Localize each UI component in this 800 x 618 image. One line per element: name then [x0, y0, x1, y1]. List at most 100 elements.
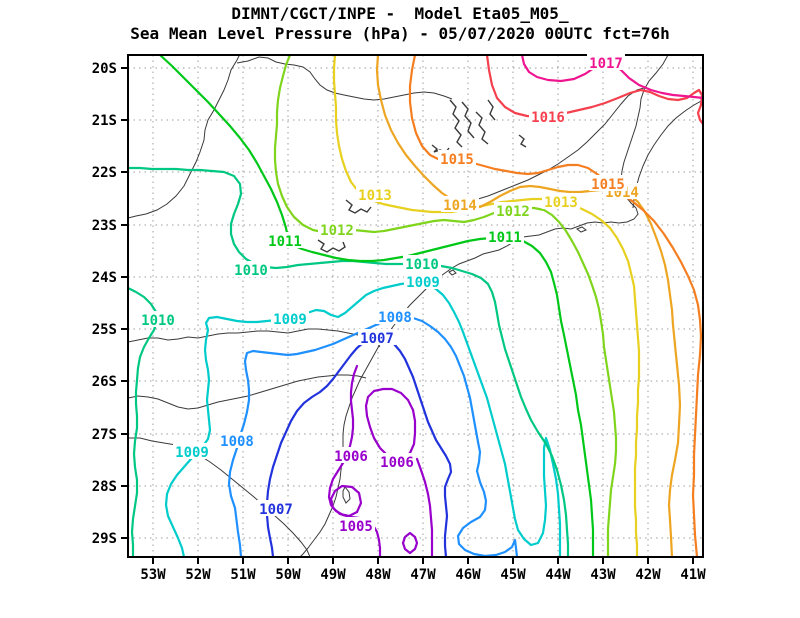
isobar-label-text-1006: 1006 [380, 455, 414, 471]
isobar-label-text-1011: 1011 [488, 230, 522, 246]
isobar-label-1010: 1010 [403, 255, 441, 273]
isobar-label-text-1007: 1007 [259, 502, 293, 518]
border-ms [128, 55, 241, 219]
isobar-label-1008: 1008 [218, 432, 256, 450]
y-axis-label-29S: 29S [92, 531, 117, 547]
chart-title-line2: Sea Mean Level Pressure (hPa) - 05/07/20… [130, 24, 670, 43]
isobar-label-text-1009: 1009 [175, 445, 209, 461]
y-axis-label-24S: 24S [92, 270, 117, 286]
isobar-label-text-1006: 1006 [334, 449, 368, 465]
chart-title-line1: DIMNT/CGCT/INPE - Model Eta05_M05_ [231, 4, 569, 23]
isobar-1016 [485, 55, 703, 126]
x-axis-label-48W: 48W [365, 567, 391, 583]
map-frame [127, 54, 704, 558]
isobar-label-1009: 1009 [271, 310, 309, 328]
isobar-label-1006: 1006 [378, 453, 416, 471]
isobar-label-text-1013: 1013 [358, 188, 392, 204]
isobar-labels: 1005 1006 1006 1007 1007 1008 1008 1009 1009 1009… [139, 54, 641, 535]
y-axis-label-22S: 22S [92, 165, 117, 181]
isobar-label-1009: 1009 [404, 273, 442, 291]
isobar-label-text-1014: 1014 [443, 198, 477, 214]
isobar-label-text-1009: 1009 [273, 312, 307, 328]
isobar-label-text-1015: 1015 [440, 152, 474, 168]
isobar-label-1016: 1016 [529, 108, 567, 126]
island [342, 486, 351, 504]
isobar-label-1010: 1010 [232, 261, 270, 279]
isobar-1012 [273, 55, 618, 557]
isobar-label-1015: 1015 [438, 150, 476, 168]
y-axis-label-27S: 27S [92, 427, 117, 443]
isobar-label-text-1009: 1009 [406, 275, 440, 291]
x-axis-label-46W: 46W [455, 567, 481, 583]
isobar-1010 [128, 166, 570, 557]
isobar-1005 [401, 531, 419, 555]
x-axis-label-43W: 43W [590, 567, 616, 583]
y-axis-label-28S: 28S [92, 479, 117, 495]
x-axis-label-53W: 53W [140, 567, 166, 583]
border-mg-north [236, 56, 453, 101]
isobar-1013 [332, 55, 641, 557]
x-axis-label-41W: 41W [680, 567, 706, 583]
lake [461, 101, 475, 139]
x-axis-label-47W: 47W [410, 567, 436, 583]
lake [449, 99, 463, 148]
isobar-label-1007: 1007 [257, 500, 295, 518]
isobar-label-1011: 1011 [266, 232, 304, 250]
isobar-label-text-1016: 1016 [531, 110, 565, 126]
isobar-label-text-1015: 1015 [591, 177, 625, 193]
isobar-label-text-1011: 1011 [268, 234, 302, 250]
y-axis-label-23S: 23S [92, 218, 117, 234]
y-axis-label-20S: 20S [92, 61, 117, 77]
isobar-label-text-1008: 1008 [378, 310, 412, 326]
x-axis-label-51W: 51W [230, 567, 256, 583]
x-axis-label-45W: 45W [500, 567, 526, 583]
isobar-label-text-1010: 1010 [405, 257, 439, 273]
y-axis-label-26S: 26S [92, 374, 117, 390]
lake [317, 239, 346, 253]
isobar-label-1005: 1005 [337, 517, 375, 535]
border-sc-rs [128, 437, 311, 557]
isobar-label-1012: 1012 [494, 202, 532, 220]
isobar-1009 [164, 281, 562, 557]
isobar-label-text-1007: 1007 [360, 331, 394, 347]
lake [518, 134, 527, 148]
isobar-1006 [364, 387, 417, 461]
border-sp-mg [457, 87, 645, 206]
isobar-1006 [415, 457, 434, 557]
lake [487, 99, 496, 121]
isobar-label-1017: 1017 [587, 54, 625, 72]
isobar-label-text-1012: 1012 [320, 223, 354, 239]
isobar-label-1006: 1006 [332, 447, 370, 465]
x-axis-label-49W: 49W [320, 567, 346, 583]
isobar-label-text-1012: 1012 [496, 204, 530, 220]
x-axis-label-52W: 52W [185, 567, 211, 583]
lake [345, 199, 372, 214]
x-axis-label-44W: 44W [545, 567, 571, 583]
isobar-label-1009: 1009 [173, 443, 211, 461]
isobar-label-1011: 1011 [486, 228, 524, 246]
border-sp-pr [128, 328, 381, 348]
x-axis-label-50W: 50W [275, 567, 301, 583]
isobar-label-1013: 1013 [542, 193, 580, 211]
isobar-label-1015: 1015 [589, 175, 627, 193]
isobar-label-text-1005: 1005 [339, 519, 373, 535]
y-axis-label-21S: 21S [92, 113, 117, 129]
x-axis-label-42W: 42W [635, 567, 661, 583]
lake [475, 111, 489, 145]
isobar-label-1013: 1013 [356, 186, 394, 204]
isobar-label-1010: 1010 [139, 311, 177, 329]
isobar-1011 [158, 55, 595, 557]
isobar-label-text-1010: 1010 [141, 313, 175, 329]
y-axis-label-25S: 25S [92, 322, 117, 338]
isobar-label-1014: 1014 [441, 196, 479, 214]
island [575, 226, 588, 233]
isobar-label-text-1017: 1017 [589, 56, 623, 72]
isobar-label-1007: 1007 [358, 329, 396, 347]
isobar-label-1012: 1012 [318, 221, 356, 239]
isobar-layer [128, 55, 703, 557]
isobar-label-1008: 1008 [376, 308, 414, 326]
geography-layer [128, 55, 703, 557]
isobar-label-text-1013: 1013 [544, 195, 578, 211]
